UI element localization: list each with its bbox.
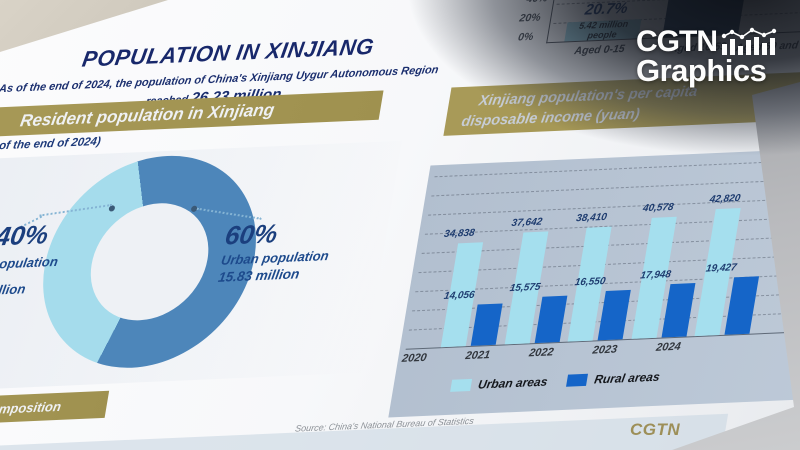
donut-left-label-fragment: opulation — [0, 253, 60, 272]
income-bar-rural — [470, 302, 503, 346]
cgtn-graphics-logo: CGTN Graphics — [636, 27, 779, 86]
section-banner-bottom-cut: mposition — [0, 390, 110, 430]
income-year-label: 2022 — [528, 346, 555, 360]
income-year-label: 2020 — [400, 351, 428, 365]
income-value-label-urban: 40,578 — [641, 202, 675, 215]
income-value-label-urban: 34,838 — [443, 227, 476, 241]
income-year-label: 2023 — [591, 343, 619, 357]
legend-swatch-urban — [450, 378, 473, 392]
income-gridline — [434, 153, 800, 178]
age-axis-tick-40: 40% — [499, 0, 549, 6]
income-value-label-rural: 15,575 — [508, 281, 542, 295]
legend-label-rural: Rural areas — [593, 369, 661, 387]
donut-left-value-fragment: illion — [0, 281, 27, 298]
bar-chart-icon — [721, 27, 777, 55]
cgtn-logo-brand: CGTN — [636, 25, 718, 58]
cgt n-logo-product: Graphics — [636, 53, 767, 88]
income-bar-rural — [534, 295, 567, 344]
income-year-label: 2021 — [464, 349, 492, 363]
bottom-banner-text-fragment: mposition — [0, 398, 63, 417]
income-year-label: 2024 — [655, 340, 682, 354]
donut-hole — [81, 200, 218, 323]
income-value-label-rural: 16,550 — [573, 276, 607, 289]
income-value-label-urban: 38,410 — [575, 211, 608, 224]
section-note-date: (as of the end of 2024) — [0, 135, 102, 153]
legend-swatch-rural — [566, 373, 589, 387]
donut-right-label: Urban population — [219, 247, 331, 268]
age-bar-pct-label: 20.7% — [583, 0, 630, 19]
income-value-label-rural: 14,056 — [443, 289, 476, 302]
age-bar-annotation: 5.42 million people — [578, 18, 630, 41]
income-chart-panel: 34,838 14,056 2020 37,642 15,575 2021 38,410 16… — [388, 141, 800, 418]
donut-right-label-block: 60% Urban population 15.83 million — [217, 218, 335, 285]
income-value-label-urban: 42,820 — [708, 192, 742, 206]
income-value-label-rural: 19,427 — [705, 261, 738, 275]
income-bar-rural — [724, 275, 760, 335]
cgtn-watermark: CGTN — [630, 420, 681, 439]
income-bar-rural — [597, 290, 631, 341]
age-axis-tick-0: 0% — [517, 30, 535, 44]
age-axis-tick-20: 20% — [518, 11, 542, 25]
age-y-axis — [546, 0, 557, 44]
next-section-panel-edge — [0, 413, 729, 450]
donut-right-pct: 60% — [222, 218, 280, 251]
donut-left-pct: 40% — [0, 219, 51, 252]
income-bar-rural — [661, 283, 696, 338]
